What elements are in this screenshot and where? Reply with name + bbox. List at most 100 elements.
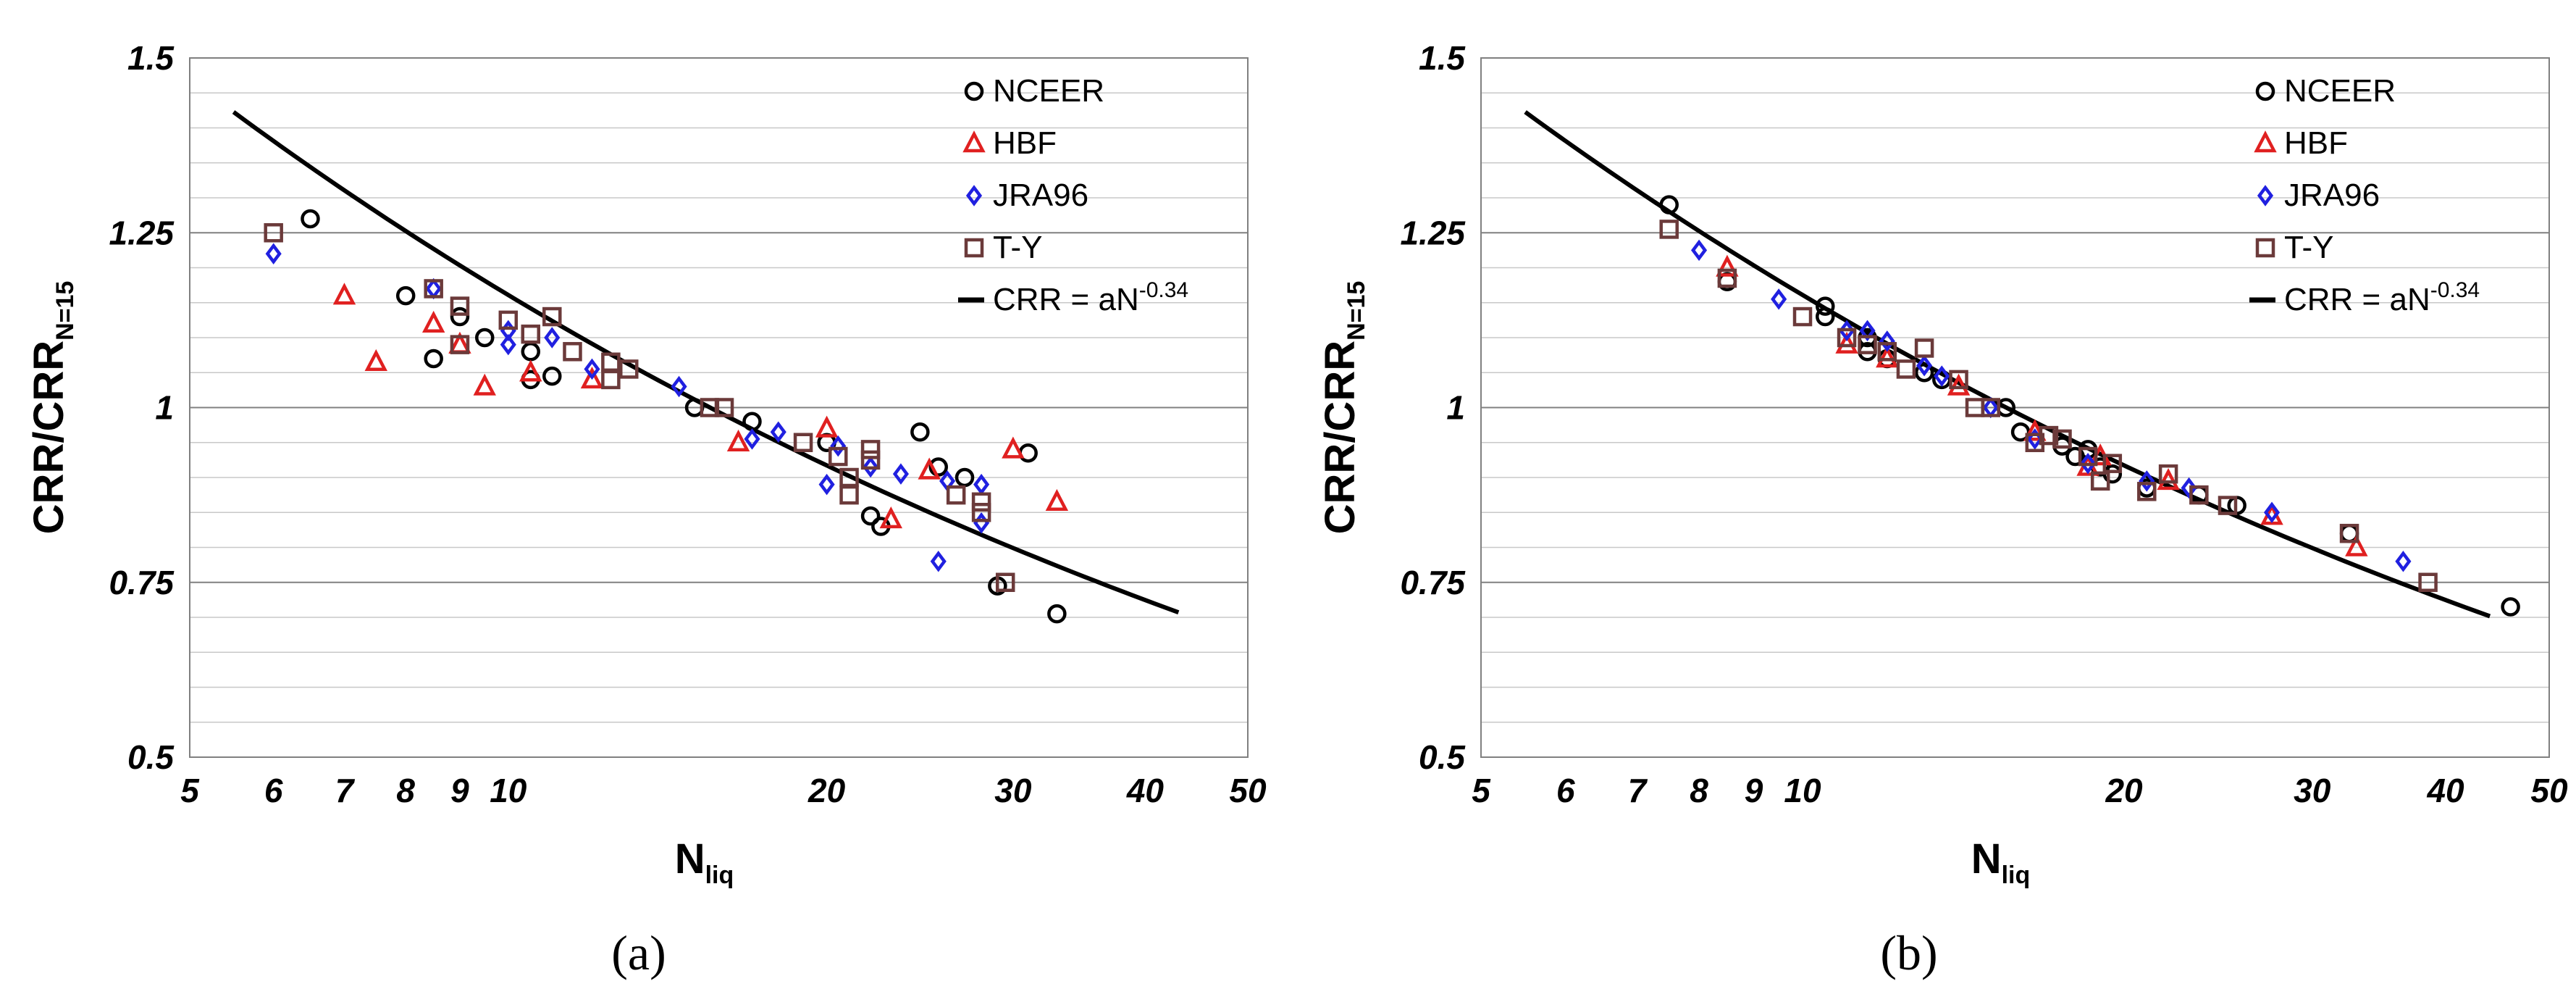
- data-point-hbf: [1876, 346, 1899, 368]
- data-point-nceer: [450, 306, 470, 327]
- data-point-t-y: [1981, 398, 2001, 417]
- y-axis-label: CRR/CRRN=15: [1317, 281, 1370, 535]
- y-tick-label: 1: [155, 389, 174, 427]
- data-point-jra96: [930, 551, 947, 572]
- y-tick-label: 1.25: [1400, 214, 1466, 251]
- y-tick-label: 1.5: [1419, 39, 1466, 77]
- x-tick-label: 30: [994, 772, 1032, 809]
- y-tick-label: 0.5: [127, 738, 175, 776]
- data-point-hbf: [332, 283, 356, 305]
- data-point-jra96: [500, 333, 516, 356]
- data-point-jra96: [830, 435, 847, 457]
- data-point-nceer: [1047, 604, 1067, 624]
- data-point-t-y: [619, 359, 639, 379]
- x-tick-label: 20: [2105, 772, 2143, 809]
- legend-label-nceer: NCEER: [993, 73, 1104, 109]
- data-point-t-y: [1914, 338, 1934, 358]
- data-point-t-y: [793, 433, 813, 452]
- data-point-jra96: [1771, 288, 1787, 310]
- data-point-jra96: [1934, 365, 1950, 387]
- data-point-nceer: [1816, 306, 1835, 327]
- data-point-jra96: [2181, 477, 2197, 499]
- legend-label-fit: CRR = aN-0.34: [2284, 278, 2480, 317]
- data-point-t-y: [839, 485, 859, 505]
- data-point-jra96: [818, 473, 835, 496]
- data-point-jra96: [1691, 239, 1708, 262]
- data-point-jra96: [1859, 320, 1876, 342]
- data-point-t-y: [971, 492, 991, 512]
- fit-curve: [1524, 110, 2491, 619]
- data-point-hbf: [580, 367, 604, 389]
- legend-label-hbf: HBF: [2284, 125, 2348, 161]
- y-tick-label: 1.25: [109, 214, 175, 251]
- data-point-t-y: [2102, 454, 2123, 473]
- data-point-t-y: [2218, 496, 2238, 515]
- data-point-t-y: [450, 335, 470, 354]
- data-point-jra96: [892, 463, 909, 485]
- data-point-nceer: [910, 422, 930, 442]
- data-point-jra96: [425, 278, 442, 300]
- legend-label-t-y: T-Y: [993, 230, 1042, 265]
- data-point-jra96: [770, 421, 786, 443]
- data-point-jra96: [2263, 501, 2281, 523]
- legend-label-jra96: JRA96: [993, 178, 1088, 213]
- legend-label-nceer: NCEER: [2284, 73, 2396, 109]
- data-point-t-y: [1717, 268, 1737, 288]
- data-point-hbf: [879, 506, 903, 529]
- data-point-t-y: [521, 324, 541, 344]
- data-point-jra96: [2080, 452, 2097, 475]
- x-tick-label: 8: [396, 772, 415, 809]
- data-point-t-y: [542, 306, 562, 327]
- data-point-t-y: [2158, 464, 2178, 484]
- x-tick-label: 7: [335, 772, 356, 809]
- data-point-jra96: [2139, 470, 2155, 492]
- data-point-hbf: [2345, 534, 2368, 556]
- data-point-t-y: [2078, 446, 2098, 467]
- data-point-t-y: [424, 279, 443, 299]
- legend-label-hbf: HBF: [993, 125, 1057, 161]
- y-axis-label: CRR/CRRN=15: [25, 281, 79, 535]
- data-point-jra96: [671, 375, 687, 398]
- data-point-jra96: [2026, 428, 2043, 450]
- data-point-hbf: [1835, 331, 1858, 354]
- legend-label-jra96: JRA96: [2284, 178, 2380, 213]
- x-tick-label: 6: [1556, 772, 1575, 809]
- x-tick-label: 40: [2426, 772, 2464, 809]
- data-point-jra96: [500, 320, 516, 342]
- data-point-nceer: [860, 506, 881, 526]
- data-point-nceer: [424, 349, 443, 369]
- data-point-hbf: [1045, 488, 1069, 512]
- data-point-hbf: [1716, 254, 1739, 277]
- data-point-t-y: [1659, 220, 1679, 239]
- data-point-nceer: [395, 285, 416, 306]
- data-point-nceer: [521, 342, 541, 362]
- data-point-nceer: [2501, 597, 2520, 617]
- data-point-t-y: [2090, 471, 2110, 491]
- data-point-hbf: [918, 457, 941, 480]
- data-point-hbf: [1002, 436, 1025, 459]
- data-point-t-y: [860, 440, 881, 459]
- y-tick-label: 1.5: [127, 39, 175, 77]
- x-tick-label: 9: [1745, 772, 1763, 809]
- data-point-jra96: [744, 428, 760, 450]
- data-point-hbf: [2157, 467, 2180, 491]
- x-axis-label: Nliq: [675, 835, 734, 889]
- data-point-t-y: [2418, 572, 2438, 592]
- data-point-t-y: [995, 572, 1015, 592]
- legend-marker-hbf: [962, 130, 986, 153]
- data-point-t-y: [714, 398, 734, 417]
- data-point-hbf: [364, 349, 387, 372]
- data-point-t-y: [971, 503, 991, 522]
- data-point-jra96: [544, 327, 561, 349]
- x-tick-label: 40: [1126, 772, 1165, 809]
- data-point-hbf: [473, 373, 496, 396]
- data-point-t-y: [1896, 359, 1916, 379]
- x-tick-label: 50: [2530, 772, 2568, 809]
- data-point-hbf: [421, 310, 445, 333]
- data-point-t-y: [1877, 342, 1897, 362]
- legend-marker-t-y: [2255, 238, 2275, 258]
- plot-frame: [1480, 57, 2550, 758]
- y-tick-label: 1: [1446, 389, 1465, 427]
- data-point-t-y: [2137, 482, 2157, 501]
